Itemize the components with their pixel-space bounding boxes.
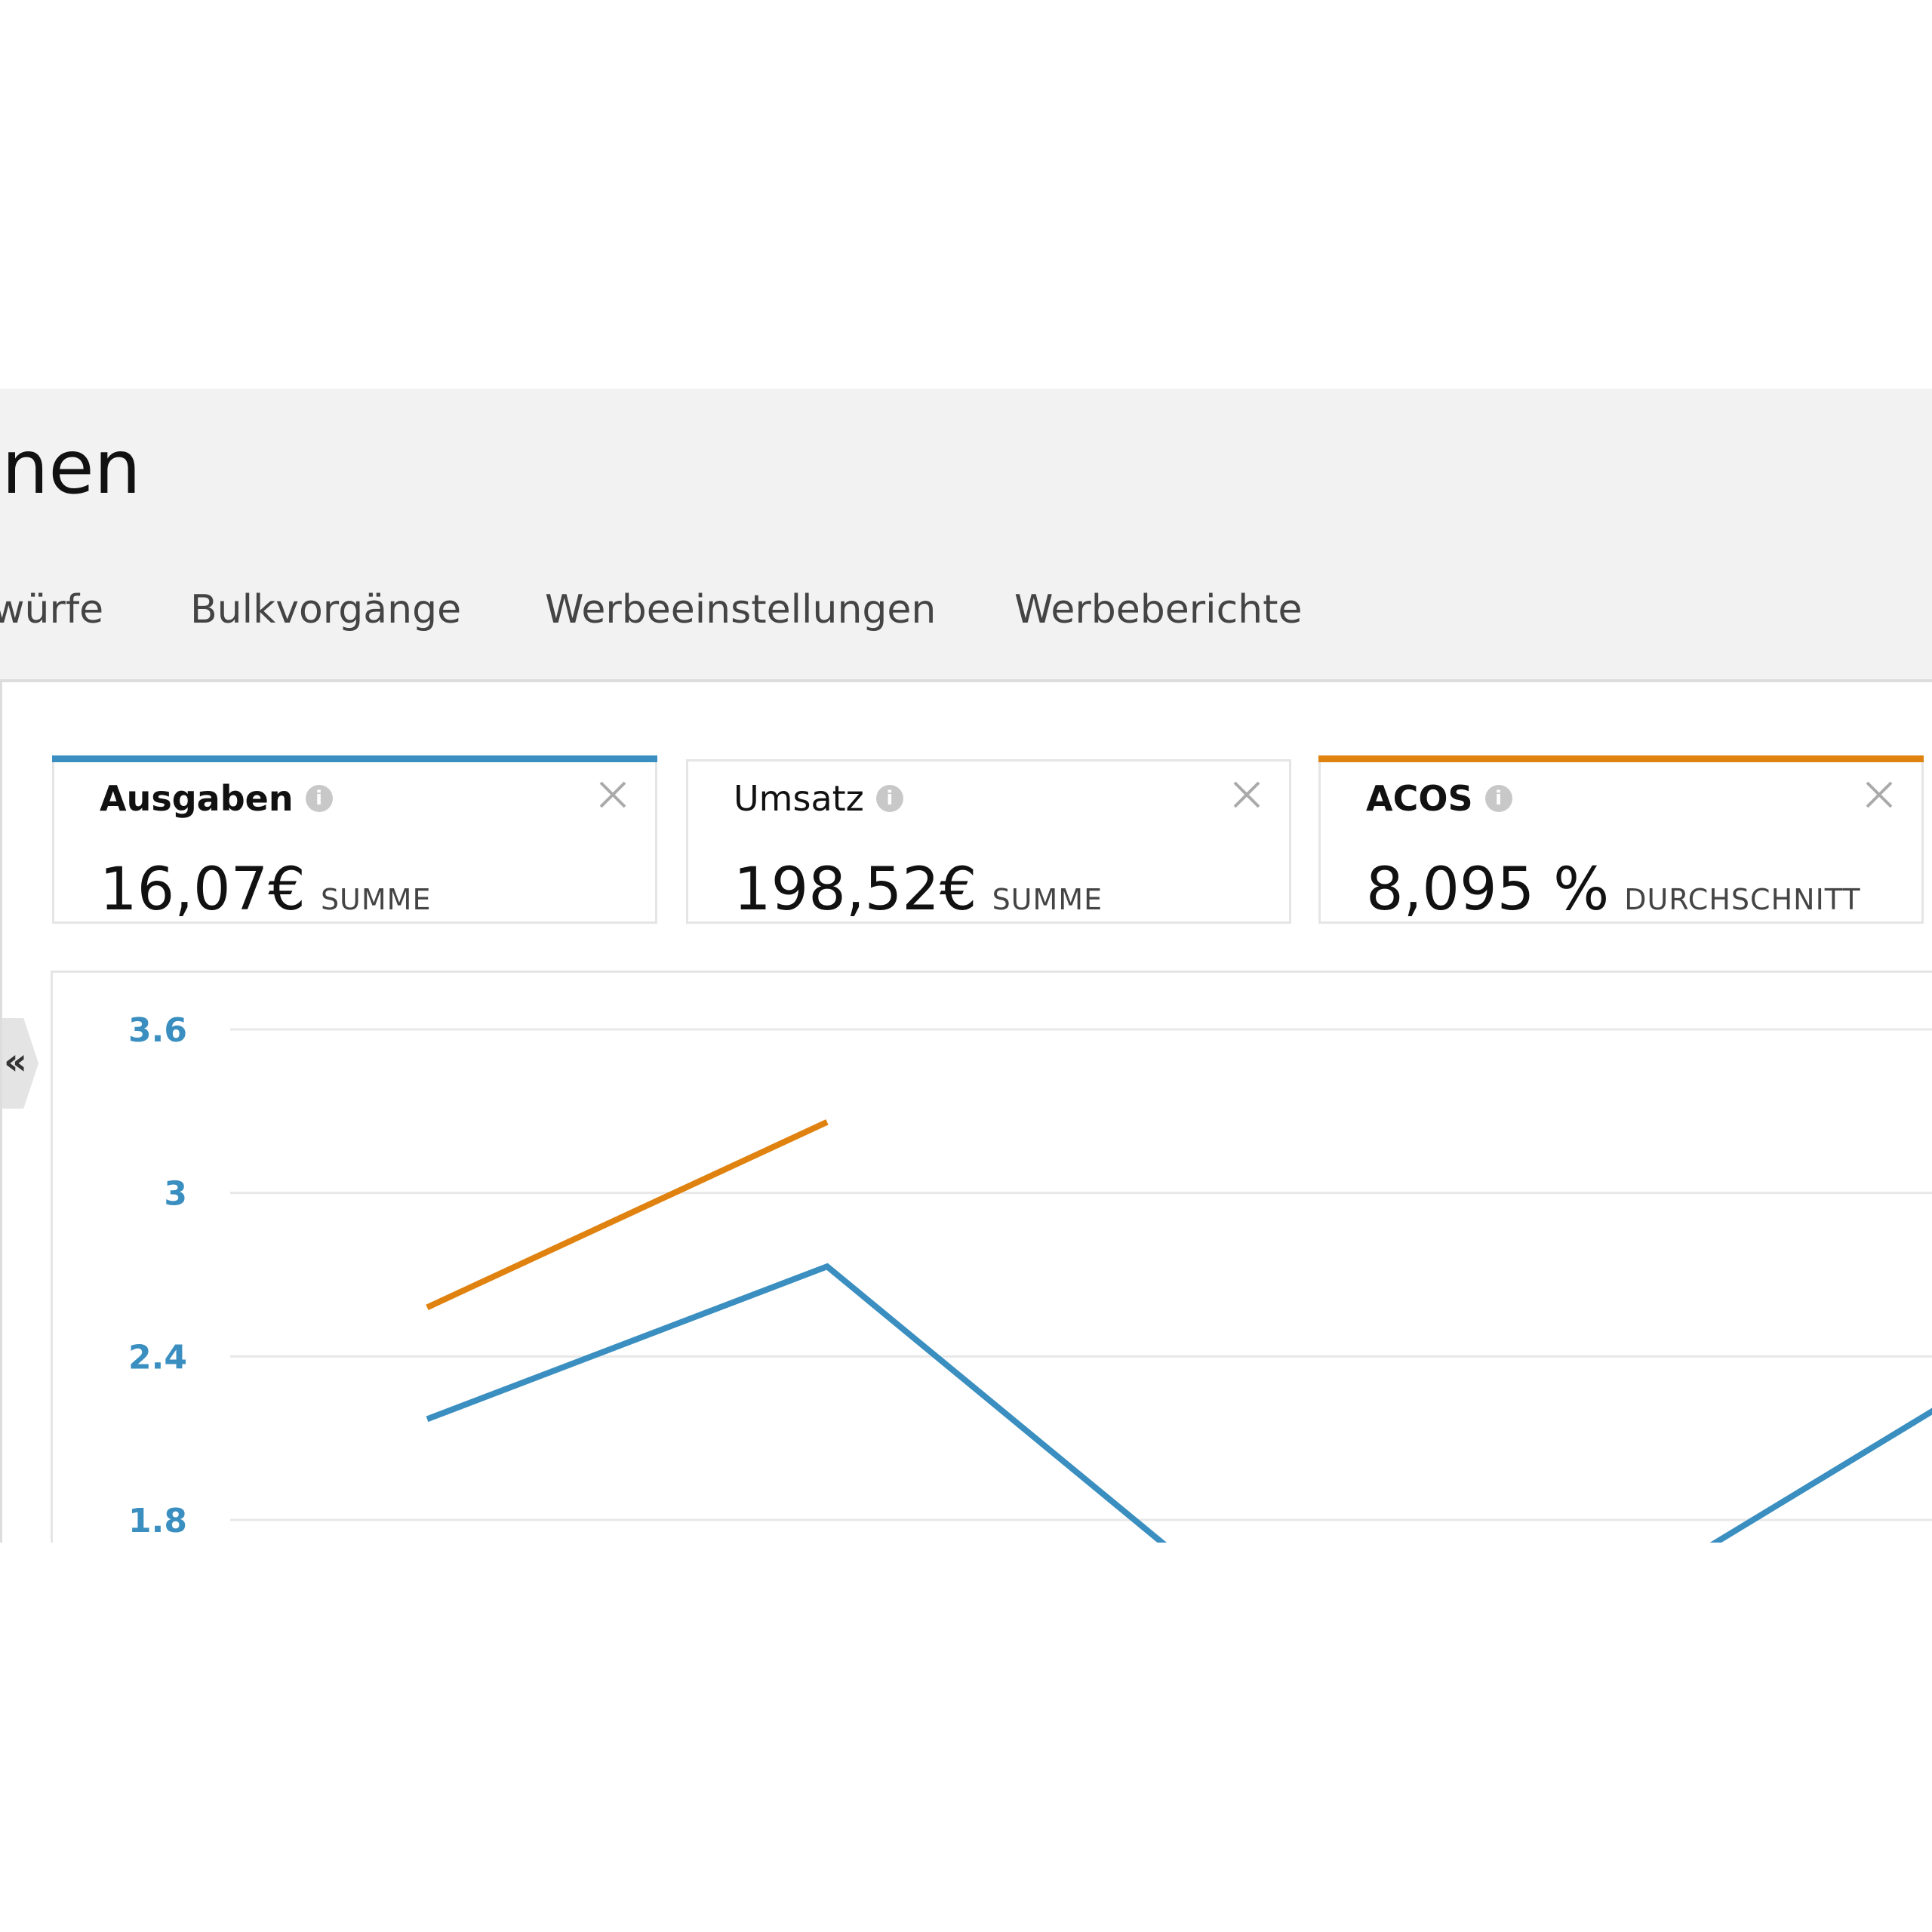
metric-value-number: 198,52€	[734, 856, 977, 924]
metric-name-label: Ausgaben	[100, 778, 294, 819]
chart-panel	[51, 971, 1932, 1543]
series-line-1[interactable]	[426, 1119, 829, 1310]
metric-name: ACOS i	[1366, 774, 1512, 823]
close-icon[interactable]	[1863, 778, 1896, 811]
y-tick-label: 2.4	[128, 1338, 187, 1377]
metric-name: Umsatz i	[734, 774, 903, 823]
metric-value: 16,07€ SUMME	[100, 852, 431, 937]
info-icon[interactable]: i	[875, 784, 903, 812]
page-title: gnen	[0, 425, 141, 511]
metric-aggregate-label: SUMME	[992, 883, 1103, 916]
y-tick-label: 3.6	[128, 1011, 187, 1050]
metric-card-ausgaben[interactable]: Ausgaben i 16,07€ SUMME	[52, 755, 657, 924]
metric-name-label: ACOS	[1366, 778, 1473, 819]
metric-value: 8,095 % DURCHSCHNITT	[1366, 852, 1861, 937]
tab-werbeeinstellungen[interactable]: Werbeeinstellungen	[545, 587, 937, 632]
line-chart: 3.6 3 2.4 1.8	[128, 1011, 1932, 1543]
metric-name: Ausgaben i	[100, 774, 333, 823]
metric-value-number: 16,07€	[100, 856, 306, 924]
close-icon[interactable]	[596, 778, 629, 811]
metric-card-umsatz[interactable]: Umsatz i 198,52€ SUMME	[686, 759, 1291, 924]
y-tick-label: 3	[164, 1175, 187, 1214]
chevron-double-left-icon: «	[4, 1041, 28, 1083]
info-icon[interactable]: i	[1484, 784, 1512, 812]
page-header: gnen würfe Bulkvorgänge Werbeeinstellung…	[0, 389, 1932, 682]
main-content: Ausgaben i 16,07€ SUMME Umsatz i 198,52€ SUM…	[0, 682, 1932, 1543]
tab-werbeberichte[interactable]: Werbeberichte	[1014, 587, 1303, 632]
metric-aggregate-label: SUMME	[320, 883, 432, 916]
tab-bulkvorgaenge[interactable]: Bulkvorgänge	[190, 587, 462, 632]
info-icon[interactable]: i	[305, 784, 333, 812]
close-icon[interactable]	[1230, 778, 1263, 811]
metric-value: 198,52€ SUMME	[734, 852, 1103, 937]
metric-card-acos[interactable]: ACOS i 8,095 % DURCHSCHNITT	[1318, 755, 1924, 924]
chart-gridlines	[230, 1028, 1932, 1521]
tab-entwuerfe[interactable]: würfe	[0, 587, 104, 632]
series-line-0[interactable]	[426, 1263, 1932, 1543]
metric-name-label: Umsatz	[734, 778, 864, 819]
metric-aggregate-label: DURCHSCHNITT	[1624, 883, 1861, 916]
metric-accent-bar	[52, 755, 657, 762]
metric-value-number: 8,095 %	[1366, 856, 1610, 924]
metric-accent-bar	[1318, 755, 1924, 762]
y-tick-label: 1.8	[128, 1502, 187, 1540]
